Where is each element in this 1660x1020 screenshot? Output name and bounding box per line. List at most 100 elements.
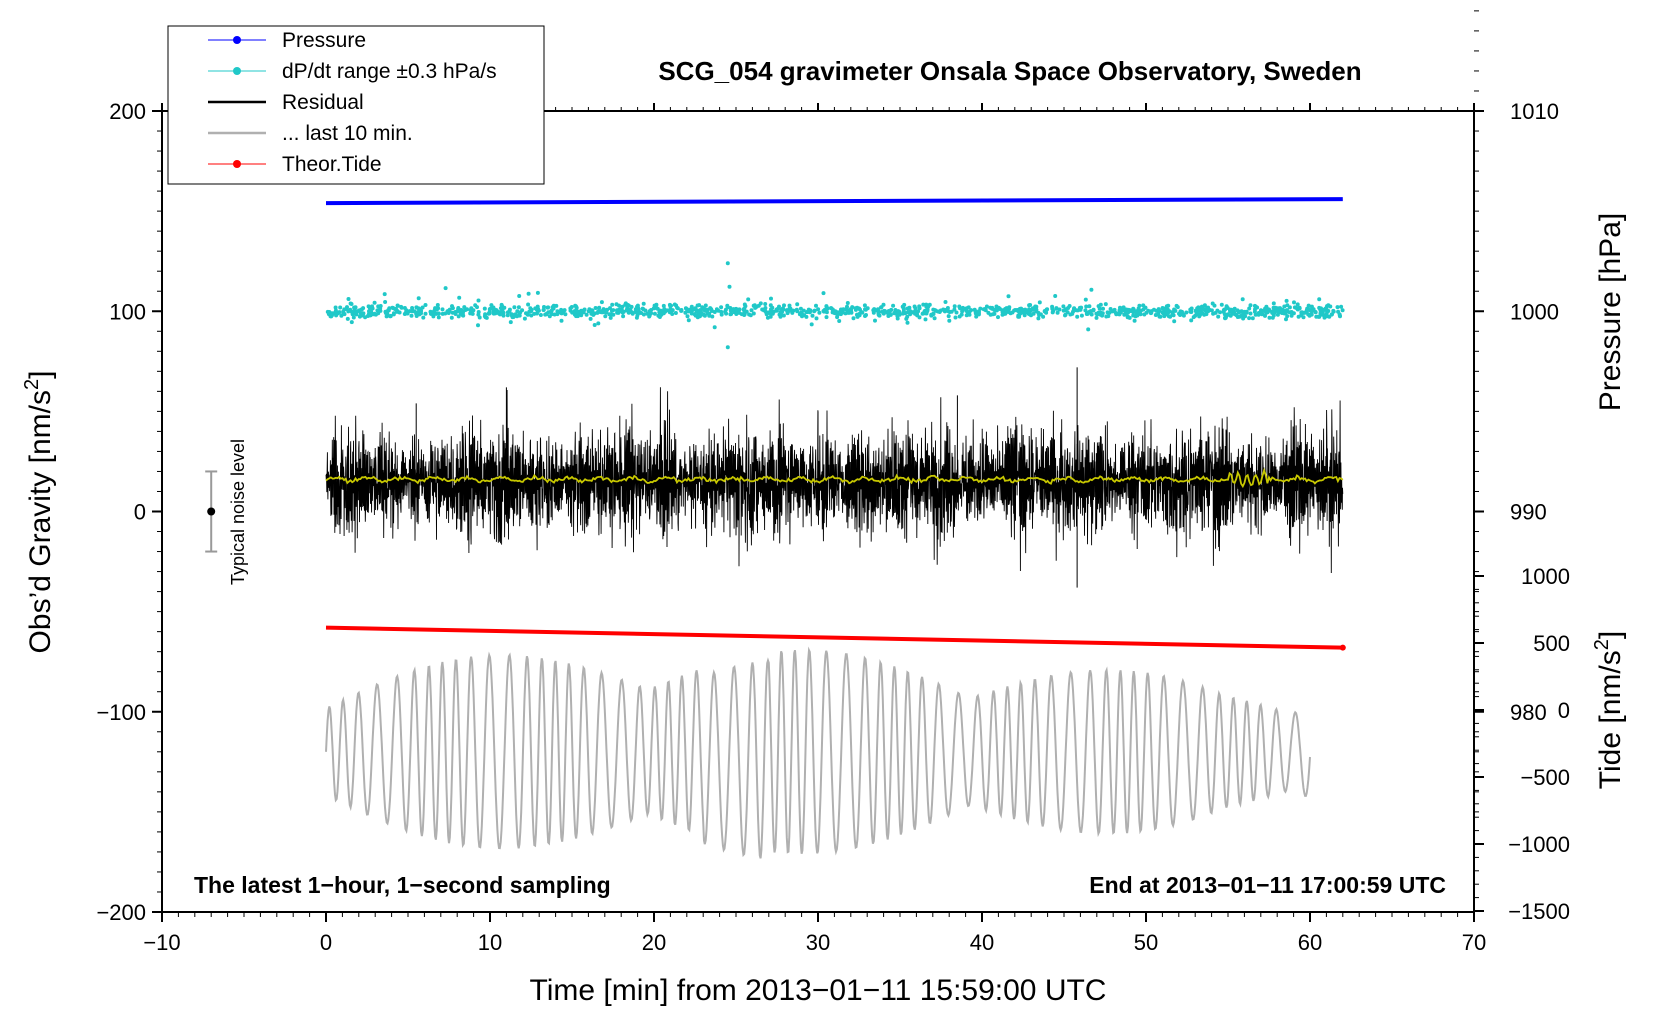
dpdt-point: [436, 315, 441, 320]
dpdt-point: [770, 305, 775, 310]
dpdt-point: [765, 315, 770, 320]
dpdt-point: [751, 311, 756, 316]
dpdt-point: [1175, 305, 1180, 310]
dpdt-point: [1263, 313, 1267, 318]
dpdt-point: [976, 311, 981, 316]
tide-tick-label: −500: [1520, 765, 1570, 790]
dpdt-point: [482, 306, 487, 311]
dpdt-point: [607, 312, 612, 317]
dpdt-point: [1101, 306, 1105, 311]
dpdt-point: [708, 306, 713, 311]
pressure-series-line: [325, 197, 1343, 206]
dpdt-point: [1195, 306, 1200, 311]
dpdt-point: [860, 310, 865, 315]
dpdt-point: [1083, 297, 1088, 302]
dpdt-point: [670, 312, 675, 316]
dpdt-point: [693, 313, 698, 318]
legend-marker: [233, 67, 241, 75]
dpdt-point: [1306, 303, 1311, 308]
dpdt-point: [1033, 304, 1038, 309]
dpdt-point: [1340, 308, 1345, 313]
dpdt-point: [853, 306, 858, 311]
dpdt-point: [737, 310, 742, 315]
x-tick-label: 70: [1462, 930, 1486, 955]
dpdt-series: [325, 261, 1345, 350]
dpdt-point: [769, 296, 773, 301]
dpdt-point: [635, 303, 640, 308]
dpdt-point: [957, 314, 962, 319]
dpdt-point: [841, 310, 845, 315]
noise-center-dot: [207, 507, 216, 516]
dpdt-point: [1006, 310, 1011, 314]
dpdt-point: [1050, 310, 1055, 315]
dpdt-point: [741, 307, 746, 312]
dpdt-point: [575, 309, 580, 314]
y-tick-label: −100: [96, 700, 146, 725]
dpdt-point: [487, 311, 492, 316]
y-axis-title-end: ]: [24, 371, 57, 379]
dpdt-point: [1296, 314, 1301, 319]
dpdt-point: [1020, 307, 1024, 312]
y-axis-title: Obs’d Gravity [nm/s2]: [21, 371, 57, 654]
dpdt-point: [361, 306, 366, 311]
dpdt-point: [1137, 303, 1142, 308]
dpdt-point: [405, 311, 410, 316]
dpdt-point: [702, 313, 707, 318]
tide-tick-label: 500: [1533, 631, 1570, 656]
dpdt-point: [990, 306, 994, 311]
legend-marker: [233, 36, 241, 44]
dpdt-point: [423, 303, 428, 307]
dpdt-point: [1086, 327, 1091, 332]
dpdt-point: [1256, 312, 1261, 317]
legend: Pressure dP/dt range ±0.3 hPa/s Residual..…: [167, 25, 545, 185]
dpdt-point: [516, 305, 521, 310]
tide-tick-label: −1000: [1508, 832, 1570, 857]
dpdt-point: [960, 307, 965, 312]
dpdt-point: [520, 308, 525, 313]
pressure-axis-title: Pressure [hPa]: [1594, 213, 1627, 411]
dpdt-point: [640, 306, 645, 311]
dpdt-point: [414, 314, 419, 318]
dpdt-point: [456, 306, 461, 310]
dpdt-point: [599, 300, 604, 305]
dpdt-point: [436, 306, 441, 311]
dpdt-point: [1222, 312, 1227, 317]
dpdt-point: [515, 309, 520, 314]
dpdt-point: [728, 308, 733, 313]
dpdt-point: [1330, 312, 1334, 317]
dpdt-point: [746, 297, 751, 302]
dpdt-point: [798, 306, 803, 311]
dpdt-point: [913, 306, 918, 311]
residual-smooth-line: [325, 467, 1344, 489]
dpdt-point: [1230, 308, 1234, 313]
y-tick-label: −200: [96, 900, 146, 925]
chart-title: SCG_054 gravimeter Onsala Space Observat…: [658, 56, 1361, 86]
dpdt-point: [534, 307, 539, 312]
dpdt-point: [1031, 307, 1036, 312]
dpdt-point: [689, 304, 694, 309]
dpdt-point: [584, 312, 589, 317]
dpdt-point: [409, 313, 414, 318]
dpdt-point: [924, 310, 929, 315]
dpdt-point: [1172, 319, 1177, 324]
dpdt-point: [742, 302, 747, 307]
dpdt-point: [952, 307, 957, 312]
dpdt-point: [511, 315, 516, 319]
dpdt-point: [763, 302, 768, 306]
dpdt-point: [825, 305, 830, 310]
dpdt-point: [549, 309, 553, 314]
dpdt-point: [1219, 302, 1224, 307]
dpdt-point: [1319, 311, 1323, 316]
dpdt-point: [871, 310, 876, 315]
dpdt-point: [1164, 312, 1169, 317]
dpdt-point: [873, 318, 877, 323]
dpdt-point: [555, 309, 560, 314]
dpdt-point: [345, 316, 350, 321]
dpdt-point: [814, 316, 819, 321]
dpdt-point: [387, 306, 392, 311]
dpdt-point: [1188, 309, 1193, 314]
dpdt-point: [1087, 304, 1092, 309]
dpdt-point: [338, 305, 343, 310]
dpdt-point: [1055, 310, 1060, 315]
dpdt-point: [593, 306, 598, 310]
